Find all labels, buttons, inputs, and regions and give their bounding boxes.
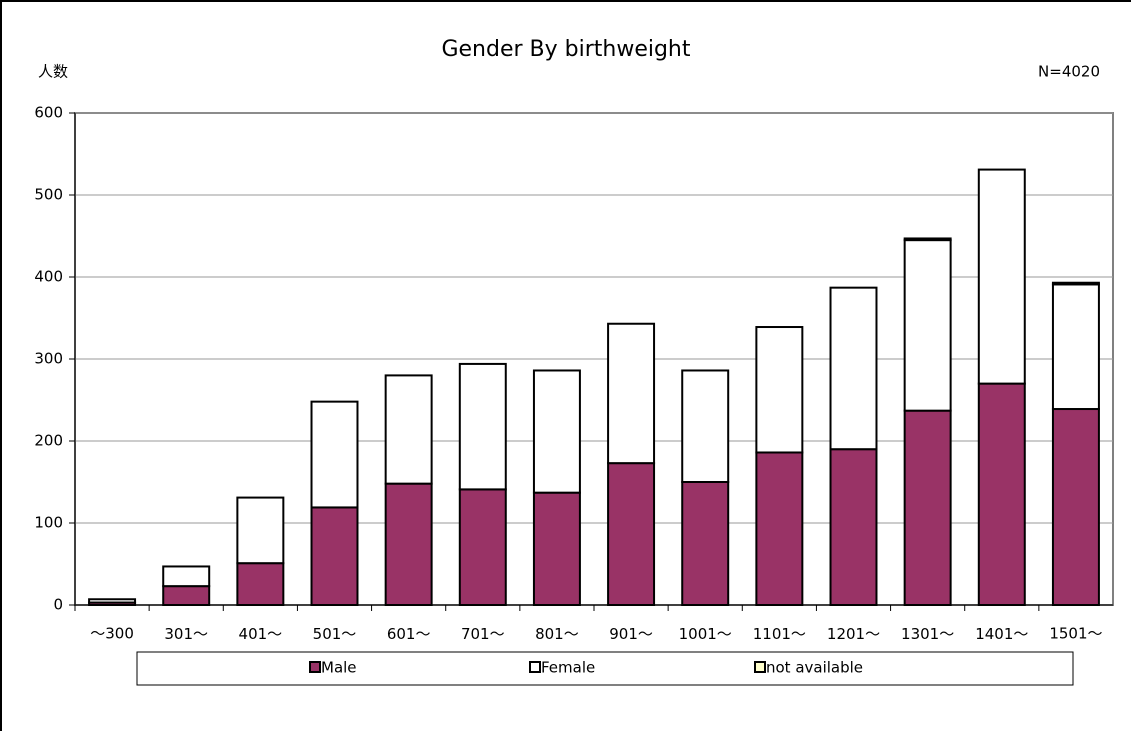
y-tick-label: 500	[34, 186, 63, 204]
bar-segment	[1051, 283, 1100, 411]
bar-segment	[458, 362, 507, 491]
y-tick-label: 600	[34, 104, 63, 122]
bar-segment	[1051, 281, 1100, 286]
bar-segment	[162, 565, 211, 588]
bar-segment	[903, 239, 952, 412]
bar-segment	[384, 374, 433, 485]
bar-segment	[532, 369, 581, 494]
bar-segment	[310, 506, 359, 607]
bar-segment	[88, 598, 137, 604]
legend-label: Male	[321, 659, 357, 677]
y-tick-label: 400	[34, 268, 63, 286]
y-axis-label: 人数	[38, 63, 68, 81]
x-tick-label: 1501～	[1049, 625, 1102, 643]
y-tick-label: 0	[53, 596, 63, 614]
annotation: N=4020	[1038, 63, 1100, 81]
y-tick-label: 300	[34, 350, 63, 368]
bar-segment	[903, 237, 952, 242]
bar-segment	[1051, 408, 1100, 606]
bar-segment	[829, 286, 878, 451]
bar-segment	[162, 585, 211, 607]
legend-label: Female	[541, 659, 595, 677]
bar-segment	[236, 562, 285, 606]
bar-segment	[755, 326, 804, 454]
y-tick-label: 200	[34, 432, 63, 450]
bar-segment	[458, 488, 507, 607]
x-tick-label: ～300	[90, 625, 134, 643]
legend-label: not available	[766, 659, 863, 677]
bar-segment	[384, 482, 433, 607]
legend	[136, 651, 1074, 686]
bar-segment	[681, 481, 730, 606]
legend-swatch	[529, 661, 541, 673]
bar-segment	[607, 462, 656, 607]
bar-segment	[532, 491, 581, 606]
y-tick-label: 100	[34, 514, 63, 532]
bar-segment	[681, 369, 730, 484]
chart-title: Gender By birthweight	[441, 37, 690, 62]
bar-segment	[310, 400, 359, 509]
bar-segment	[236, 496, 285, 565]
bar-segment	[903, 409, 952, 606]
bar-segment	[829, 448, 878, 607]
bar-segment	[977, 168, 1026, 385]
bar-segment	[607, 322, 656, 465]
legend-swatch	[754, 661, 766, 673]
bar-segment	[755, 451, 804, 607]
legend-swatch	[309, 661, 321, 673]
bar-segment	[977, 382, 1026, 606]
